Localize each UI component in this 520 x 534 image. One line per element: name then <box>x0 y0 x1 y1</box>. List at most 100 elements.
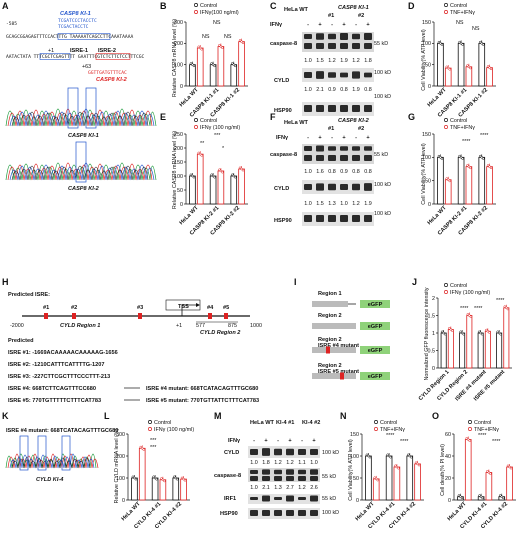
bar-treatment <box>465 66 473 87</box>
egfp-label: eGFP <box>368 374 383 380</box>
blot-band <box>262 476 270 481</box>
panel-o-legend-treatment: TNF+IFNγ <box>474 427 499 433</box>
panel-n-legend-treatment: TNF+IFNγ <box>380 427 405 433</box>
y-tick-label: 50 <box>425 178 431 184</box>
blot-band <box>304 34 312 39</box>
band-quantification: 1.9 <box>340 58 348 64</box>
y-tick-label: 60 <box>445 432 451 438</box>
treatment-sign: - <box>253 438 255 444</box>
band-quantification: 1.2 <box>286 460 294 466</box>
panel-n-legend-control: Control <box>380 420 397 426</box>
panel-b-sig-3: NS <box>224 34 232 40</box>
panel-l-sig-1: *** <box>150 438 157 444</box>
panel-f-header-main: CASP8 KI-2 <box>338 118 370 124</box>
panel-m-band-irf1: IRF1 <box>224 496 236 502</box>
plus1-label: +1 <box>48 48 54 54</box>
blot-band <box>364 183 372 191</box>
bar-control <box>365 455 372 501</box>
legend-marker-treatment <box>444 290 448 294</box>
bar-control <box>496 332 503 369</box>
promoter-fragment <box>312 323 356 329</box>
bar-control <box>209 64 217 87</box>
legend-marker-treatment <box>374 427 378 431</box>
panel-label-o: O <box>432 411 439 421</box>
data-point <box>469 315 473 318</box>
blot-cyld <box>302 68 374 82</box>
panel-c-mw-1: 55 kD <box>374 41 388 47</box>
treatment-sign: - <box>307 135 309 141</box>
panel-f-lanes <box>304 145 372 222</box>
panel-f-band-hsp90: HSP90 <box>274 218 292 224</box>
data-point <box>482 43 485 46</box>
data-point <box>410 455 413 459</box>
band-quantification: 0.9 <box>340 169 348 175</box>
egfp-label: eGFP <box>368 324 383 330</box>
blot-band <box>250 510 258 516</box>
y-tick-label: 150 <box>422 20 431 26</box>
blot-band <box>316 43 324 49</box>
panel-g-legend-treatment: TNF+IFNγ <box>450 125 475 131</box>
blot-band <box>274 476 282 481</box>
y-tick-label: 40 <box>445 454 451 460</box>
isre-site-marker <box>138 313 142 319</box>
panel-d-ylabel: Cell Viability(% ATP level) <box>421 29 427 91</box>
panel-g-sig-1: **** <box>462 139 471 145</box>
bar-control <box>478 42 486 87</box>
band-quantification: 1.2 <box>274 460 282 466</box>
y-tick-label: 0 <box>428 84 431 90</box>
band-quantification: 2.1 <box>316 87 324 93</box>
blot-band <box>352 71 360 79</box>
blot-band <box>262 469 270 475</box>
bar-treatment <box>464 439 472 501</box>
blot-cyld <box>248 446 320 458</box>
panel-c-quant-cyld: 1.0 2.1 0.9 0.8 1.9 0.8 <box>304 87 372 93</box>
legend-marker-treatment <box>468 427 472 431</box>
panel-m-quant-casp8: 1.0 2.1 1.3 2.7 1.2 2.6 <box>250 485 318 491</box>
bar-treatment <box>447 329 454 369</box>
panel-f-header-2: #2 <box>358 126 364 132</box>
y-tick-label: 1 <box>432 331 435 337</box>
y-tick-label: 1.5 <box>428 313 436 319</box>
bar-control <box>440 332 447 369</box>
panel-label-h: H <box>2 277 9 287</box>
mutation-box-1 <box>67 87 79 129</box>
blot-band <box>340 43 348 49</box>
y-tick-label: 100 <box>350 454 359 460</box>
panel-n-sig-2: **** <box>400 439 409 445</box>
blot-band <box>274 448 282 456</box>
panel-c-header-wt: HeLa WT <box>284 7 309 13</box>
band-quantification: 1.0 <box>304 169 312 175</box>
y-tick-label: 150 <box>174 160 183 166</box>
y-tick-label: 100 <box>174 62 183 68</box>
mutation-marker <box>326 346 330 354</box>
panel-f-quant-cyld: 1.0 1.5 1.3 1.0 1.2 1.9 <box>304 201 372 207</box>
panel-k-chrom-label: CYLD KI-4 <box>36 477 64 483</box>
trace-red <box>7 108 153 127</box>
blot-band <box>274 510 282 516</box>
data-point <box>509 466 513 470</box>
treatment-sign: - <box>301 438 303 444</box>
ki2-sequence: GGTTGATGTTTCAC <box>88 70 127 76</box>
blot-band <box>250 497 258 500</box>
panel-j-sig-2: **** <box>474 306 483 312</box>
data-point <box>461 43 464 46</box>
isre1-label: ISRE-1 <box>70 48 88 54</box>
panel-m-band-cyld: CYLD <box>224 450 239 456</box>
tick-875: 875 <box>228 323 237 329</box>
mutation-box-4 <box>19 435 29 471</box>
blot-band <box>286 476 294 481</box>
data-point <box>134 477 138 481</box>
isre-5-mutant: ISRE #5 mutant: 770TGTTATTCTTTCAT783 <box>146 398 259 404</box>
bar-treatment <box>484 330 491 369</box>
blot-band <box>298 469 306 475</box>
y-tick-label: 0 <box>448 498 451 504</box>
y-tick-label: 0 <box>122 498 125 504</box>
panel-label-g: G <box>408 112 415 122</box>
data-point <box>440 157 444 160</box>
bar-control <box>406 455 414 501</box>
band-quantification: 0.8 <box>352 169 360 175</box>
